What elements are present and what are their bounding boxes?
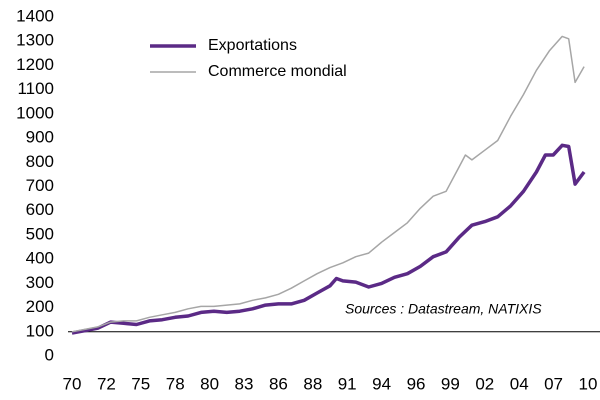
y-tick-label: 1100 xyxy=(17,79,54,98)
x-tick-label: 96 xyxy=(407,374,426,393)
x-tick-label: 02 xyxy=(475,374,494,393)
x-tick-label: 75 xyxy=(131,374,150,393)
y-tick-label: 600 xyxy=(26,200,54,219)
x-tick-label: 91 xyxy=(338,374,357,393)
x-tick-label: 88 xyxy=(303,374,322,393)
legend-label: Commerce mondial xyxy=(208,63,347,80)
y-tick-label: 1200 xyxy=(16,55,54,74)
x-tick-label: 94 xyxy=(372,374,391,393)
x-tick-label: 72 xyxy=(97,374,116,393)
x-tick-label: 86 xyxy=(269,374,288,393)
y-tick-label: 800 xyxy=(26,152,54,171)
y-tick-label: 0 xyxy=(45,345,54,364)
y-tick-label: 700 xyxy=(26,176,54,195)
y-tick-label: 300 xyxy=(26,273,54,292)
x-tick-label: 10 xyxy=(579,374,598,393)
y-tick-label: 1000 xyxy=(16,103,54,122)
x-tick-label: 78 xyxy=(166,374,185,393)
x-tick-label: 07 xyxy=(544,374,563,393)
annotation: Sources : Datastream, NATIXIS xyxy=(345,301,542,317)
y-tick-label: 400 xyxy=(26,249,54,268)
x-tick-label: 80 xyxy=(200,374,219,393)
x-tick-label: 83 xyxy=(234,374,253,393)
y-tick-label: 100 xyxy=(26,321,54,340)
x-tick-label: 99 xyxy=(441,374,460,393)
x-tick-label: 70 xyxy=(63,374,82,393)
y-tick-label: 1400 xyxy=(16,6,54,25)
y-tick-label: 500 xyxy=(26,224,54,243)
y-tick-label: 1300 xyxy=(16,31,54,50)
legend-label: Exportations xyxy=(208,37,297,54)
series-line xyxy=(71,143,586,335)
series-line xyxy=(71,35,585,333)
y-tick-label: 200 xyxy=(26,297,54,316)
y-tick-label: 900 xyxy=(26,128,54,147)
x-tick-label: 04 xyxy=(510,374,529,393)
